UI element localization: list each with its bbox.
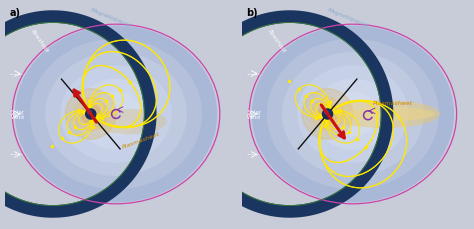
Text: Bowshock: Bowshock [267,29,287,54]
Ellipse shape [30,40,202,189]
Circle shape [311,98,344,131]
Ellipse shape [267,40,439,189]
Text: Magnetopause: Magnetopause [90,7,132,28]
Ellipse shape [312,79,393,150]
Ellipse shape [328,93,378,136]
Text: Solar
Wind: Solar Wind [247,109,261,120]
Text: Plasmasheet: Plasmasheet [122,131,161,149]
Circle shape [81,105,100,124]
Ellipse shape [15,26,217,203]
Ellipse shape [91,109,167,135]
Ellipse shape [45,53,187,176]
Text: Plasmasheet: Plasmasheet [374,101,413,106]
Circle shape [74,98,107,131]
Text: a): a) [10,8,21,18]
Circle shape [65,89,116,140]
Ellipse shape [326,101,440,128]
Text: Solar
Wind: Solar Wind [10,109,25,120]
Ellipse shape [60,66,172,163]
Polygon shape [224,11,393,218]
Ellipse shape [297,66,409,163]
Ellipse shape [282,53,424,176]
Circle shape [325,111,328,114]
Text: Bowshock: Bowshock [30,29,50,54]
Circle shape [86,109,96,120]
Text: b): b) [246,8,258,18]
Ellipse shape [252,26,454,203]
Circle shape [318,105,337,124]
Circle shape [88,111,91,114]
Circle shape [322,109,333,120]
Ellipse shape [346,108,435,121]
Text: Magnetopause: Magnetopause [327,7,369,28]
Circle shape [302,89,353,140]
Ellipse shape [75,79,156,150]
Polygon shape [0,11,156,218]
Ellipse shape [91,93,141,136]
